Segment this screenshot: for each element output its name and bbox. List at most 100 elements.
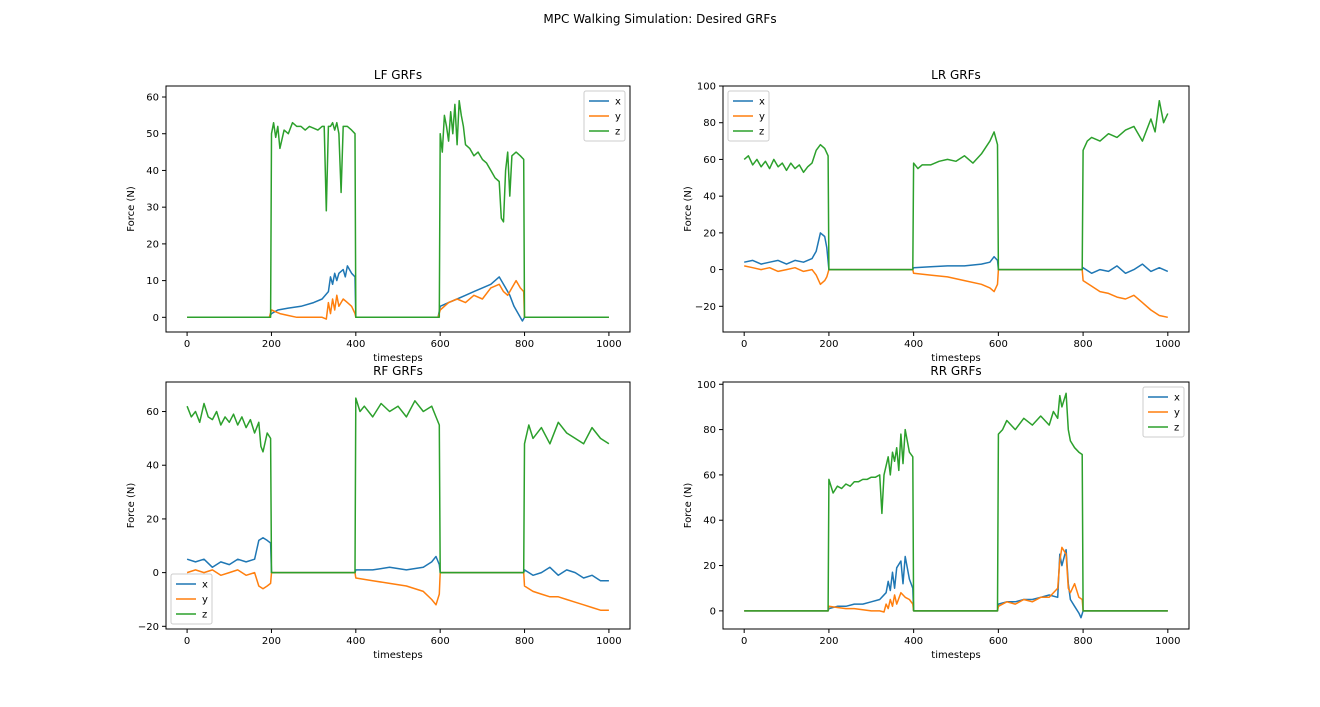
legend-label-x: x — [1174, 393, 1180, 404]
axes-frame — [722, 381, 1190, 630]
legend-label-z: z — [202, 610, 207, 621]
series-line-lr-y — [744, 265, 1168, 319]
subplot-title: LR GRFs — [931, 68, 981, 82]
y-tick-label: 10 — [146, 276, 159, 287]
x-tick-label: 1000 — [1155, 636, 1180, 647]
y-tick-label: 0 — [710, 606, 716, 617]
x-tick-label: 400 — [346, 636, 365, 647]
y-tick-label: 20 — [703, 561, 716, 572]
x-tick-label: 1000 — [596, 339, 621, 350]
axes-frame — [165, 85, 631, 333]
y-axis-label: Force (N) — [126, 186, 137, 232]
x-axis-label: timesteps — [373, 353, 422, 364]
x-tick-label: 800 — [1074, 636, 1093, 647]
series-line-rr-x — [744, 548, 1168, 619]
series-line-rf-z — [186, 397, 610, 574]
x-tick-label: 400 — [346, 339, 365, 350]
legend-label-x: x — [615, 97, 621, 108]
legend-label-z: z — [1174, 423, 1179, 434]
legend-label-y: y — [1174, 408, 1180, 419]
x-tick-label: 400 — [904, 339, 923, 350]
y-tick-label: 50 — [146, 129, 159, 140]
x-tick-label: 200 — [819, 636, 838, 647]
y-tick-label: 60 — [146, 93, 159, 104]
legend-label-y: y — [202, 595, 208, 606]
legend: xyz — [170, 573, 213, 625]
y-axis-label: Force (N) — [683, 483, 694, 529]
legend-label-x: x — [202, 580, 208, 591]
x-tick-label: 0 — [184, 339, 190, 350]
y-tick-label: 0 — [153, 568, 159, 579]
axes-frame — [722, 85, 1190, 333]
y-tick-label: 40 — [703, 192, 716, 203]
x-tick-label: 800 — [515, 636, 534, 647]
x-axis-label: timesteps — [931, 650, 980, 661]
x-tick-label: 800 — [1074, 339, 1093, 350]
x-tick-label: 0 — [741, 636, 747, 647]
x-axis-label: timesteps — [373, 650, 422, 661]
series-line-rf-x — [186, 536, 609, 582]
series-line-rf-y — [186, 569, 609, 611]
legend: xyz — [727, 90, 770, 142]
x-tick-label: 200 — [819, 339, 838, 350]
subplot-rf: 0 200 400 600 800 1000 −20 0 20 40 60 RF GRFs timest… — [126, 364, 631, 661]
y-tick-label: 0 — [710, 265, 716, 276]
x-axis-label: timesteps — [931, 353, 980, 364]
y-axis-label: Force (N) — [126, 483, 137, 529]
series-line-rr-z — [744, 392, 1168, 612]
subplot-rr: 0 200 400 600 800 1000 0 20 40 60 80 100 RR GRFs time… — [683, 364, 1190, 661]
y-tick-label: 20 — [146, 514, 159, 525]
x-tick-label: 400 — [904, 636, 923, 647]
y-tick-label: 40 — [146, 166, 159, 177]
y-tick-label: 100 — [697, 82, 716, 93]
legend: xyz — [583, 90, 626, 142]
y-tick-label: 60 — [703, 470, 716, 481]
series-line-rr-y — [744, 546, 1168, 613]
x-tick-label: 200 — [262, 339, 281, 350]
legend-label-z: z — [615, 127, 620, 138]
y-tick-label: 0 — [153, 313, 159, 324]
legend-label-x: x — [759, 97, 765, 108]
y-tick-label: 30 — [146, 203, 159, 214]
subplot-title: RF GRFs — [373, 364, 423, 378]
x-tick-label: 0 — [184, 636, 190, 647]
x-tick-label: 1000 — [1155, 339, 1180, 350]
y-tick-label: −20 — [695, 302, 716, 313]
x-tick-label: 0 — [741, 339, 747, 350]
series-line-lf-z — [187, 99, 609, 319]
y-tick-label: 20 — [146, 239, 159, 250]
y-tick-label: 60 — [146, 407, 159, 418]
y-tick-label: 40 — [703, 516, 716, 527]
axes-frame — [165, 381, 631, 630]
figure-title: MPC Walking Simulation: Desired GRFs — [543, 12, 777, 26]
x-tick-label: 600 — [989, 636, 1008, 647]
legend-label-y: y — [615, 112, 621, 123]
legend-label-y: y — [759, 112, 765, 123]
y-tick-label: 80 — [703, 118, 716, 129]
y-axis-label: Force (N) — [683, 186, 694, 232]
subplot-lr: 0 200 400 600 800 1000 −20 0 20 40 60 80 100 LR GRFs t… — [683, 68, 1190, 364]
subplot-title: RR GRFs — [930, 364, 981, 378]
y-tick-label: 80 — [703, 425, 716, 436]
y-tick-label: 20 — [703, 228, 716, 239]
legend: xyz — [1142, 386, 1185, 438]
x-tick-label: 600 — [989, 339, 1008, 350]
subplot-title: LF GRFs — [374, 68, 422, 82]
y-tick-label: 40 — [146, 461, 159, 472]
legend-label-z: z — [759, 127, 764, 138]
x-tick-label: 600 — [431, 636, 450, 647]
x-tick-label: 600 — [431, 339, 450, 350]
series-line-lf-y — [187, 279, 609, 320]
series-line-lr-x — [744, 232, 1169, 275]
series-line-lf-x — [187, 265, 609, 322]
x-tick-label: 200 — [262, 636, 281, 647]
y-tick-label: −20 — [138, 622, 159, 633]
subplot-lf: 0 200 400 600 800 1000 0 10 20 30 40 50 60 LF GRFs tim… — [126, 68, 631, 364]
y-tick-label: 100 — [697, 380, 716, 391]
series-line-lr-z — [743, 99, 1169, 271]
x-tick-label: 800 — [515, 339, 534, 350]
y-tick-label: 60 — [703, 155, 716, 166]
x-tick-label: 1000 — [596, 636, 621, 647]
